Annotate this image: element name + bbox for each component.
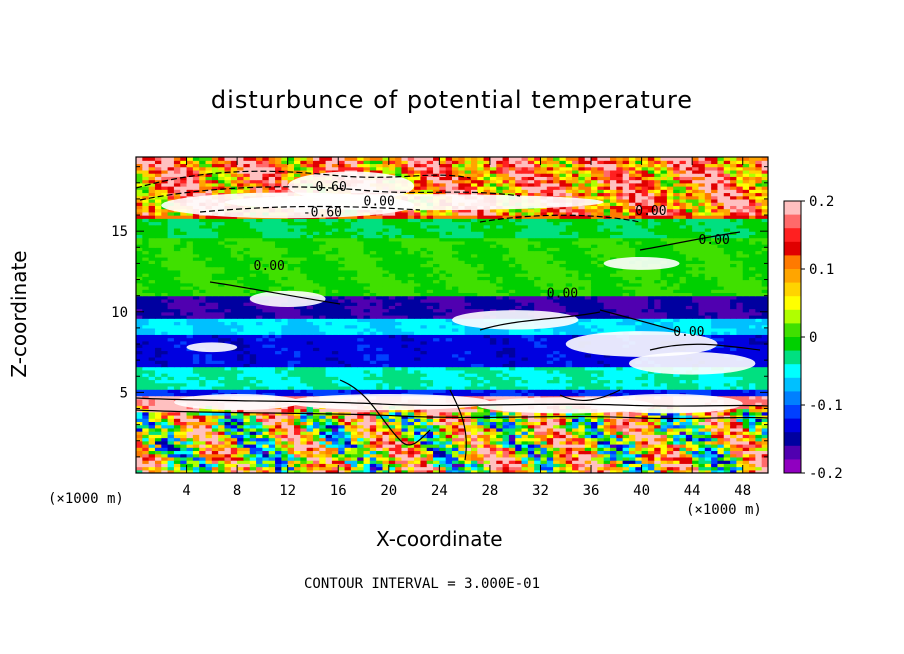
contour-line [479, 311, 601, 331]
colorbar-swatch [784, 337, 801, 351]
colorbar-swatch [784, 459, 801, 474]
x-tick-label: 36 [583, 483, 600, 499]
colorbar-tick-label: 0 [809, 330, 817, 346]
contour-line [449, 389, 467, 461]
colorbar-swatch [784, 323, 801, 338]
plot-border [135, 156, 769, 474]
contour-line [639, 231, 741, 251]
contour-label: 0.00 [673, 325, 704, 340]
contour-line [199, 205, 421, 213]
colorbar-tick-label: -0.2 [809, 466, 843, 482]
contour-label: 0.00 [698, 233, 729, 248]
x-tick-label: 44 [684, 483, 701, 499]
contour-line [136, 397, 768, 407]
y-tick-label: 15 [111, 224, 128, 240]
contour-line [339, 379, 431, 446]
colorbar-swatch [784, 241, 801, 256]
colorbar-tick-label: 0.1 [809, 262, 834, 278]
colorbar-swatch [784, 418, 801, 433]
x-tick-label: 20 [380, 483, 397, 499]
x-tick-label: 40 [633, 483, 650, 499]
colorbar-swatch [784, 269, 801, 283]
contour-lines: 0.60 -0.60 0.00 0.00 0.00 0.00 0.00 0.00 [136, 170, 768, 461]
contour-label: -0.60 [303, 206, 342, 221]
colorbar-swatch [784, 296, 801, 311]
x-tick-label: 48 [734, 483, 751, 499]
y-tick-label: 10 [111, 305, 128, 321]
contour-line [136, 409, 768, 420]
x-axis-label: X-coordinate [376, 527, 503, 551]
contour-line [649, 343, 761, 351]
colorbar-swatch [784, 377, 801, 392]
colorbar-swatch [784, 228, 801, 243]
heatmap-field [136, 157, 768, 473]
colorbar-swatch [784, 391, 801, 406]
contour-label: 0.00 [547, 286, 578, 301]
y-axis-label: Z-coordinate [7, 250, 31, 378]
x-unit-right: (×1000 m) [686, 502, 762, 518]
contour-line [139, 186, 521, 201]
contour-label: 0.00 [254, 259, 285, 274]
chart-title: disturbunce of potential temperature [210, 86, 694, 114]
colorbar-swatch [784, 214, 801, 229]
x-tick-label: 12 [279, 483, 296, 499]
x-tick-label: 32 [532, 483, 549, 499]
contour-line [209, 281, 341, 305]
colorbar-swatch [784, 255, 801, 270]
colorbar-swatch [784, 201, 801, 215]
colorbar-swatch [784, 432, 801, 447]
x-tick-label: 28 [481, 483, 498, 499]
x-unit-left: (×1000 m) [48, 491, 124, 507]
contour-interval-note: CONTOUR INTERVAL = 3.000E-01 [304, 576, 541, 592]
contour-label: 0.00 [635, 204, 666, 219]
contour-label: 0.60 [315, 180, 346, 195]
colorbar-swatch [784, 350, 801, 365]
colorbar-swatch [784, 282, 801, 297]
contour-line [479, 214, 641, 223]
colorbar-swatch [784, 364, 801, 379]
x-tick-label: 8 [233, 483, 241, 499]
colorbar-tick-label: 0.2 [809, 194, 834, 210]
colorbar-swatch [784, 405, 801, 419]
contour-label: 0.00 [364, 194, 395, 209]
colorbar-swatch [784, 445, 801, 460]
x-tick-label: 16 [330, 483, 347, 499]
contour-line [599, 309, 681, 333]
x-tick-label: 24 [431, 483, 448, 499]
colorbar-swatch [784, 309, 801, 324]
plot-frame [135, 156, 769, 474]
colorbar-tick-label: -0.1 [809, 398, 843, 414]
y-tick-label: 5 [120, 385, 128, 401]
x-tick-label: 4 [182, 483, 190, 499]
colorbar: 0.2 0.1 0 -0.1 -0.2 [783, 194, 843, 482]
contour-line [559, 389, 621, 401]
